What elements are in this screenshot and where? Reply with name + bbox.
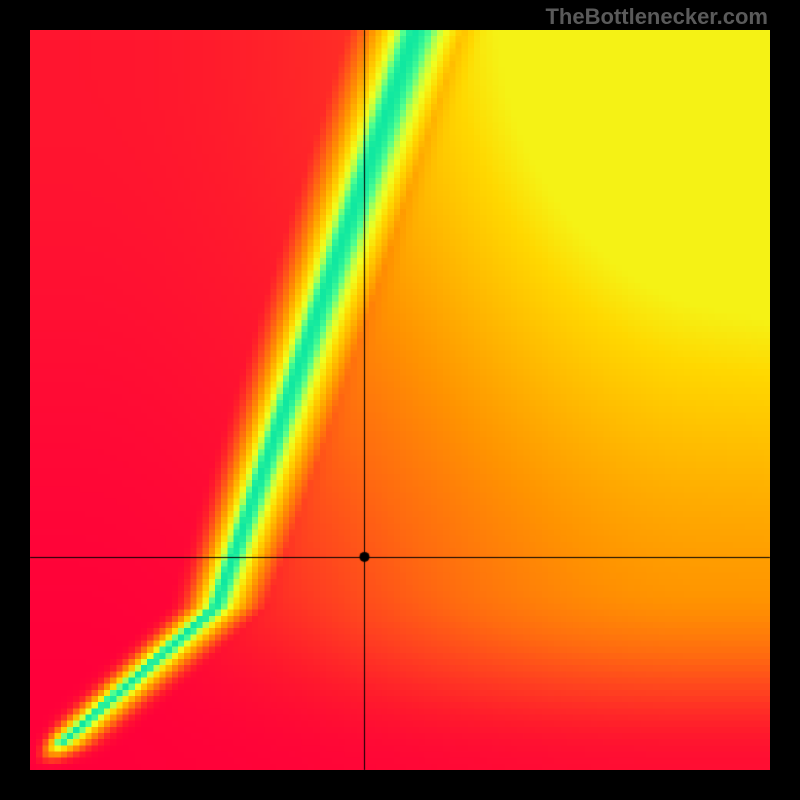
watermark-text: TheBottlenecker.com <box>545 4 768 30</box>
crosshair-overlay <box>0 0 800 800</box>
chart-container: TheBottlenecker.com <box>0 0 800 800</box>
